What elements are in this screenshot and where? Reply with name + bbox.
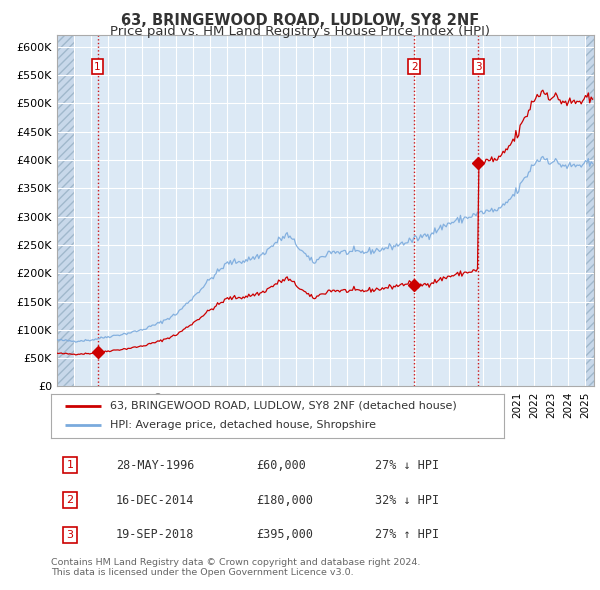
Text: £395,000: £395,000 xyxy=(256,529,313,542)
Text: Price paid vs. HM Land Registry's House Price Index (HPI): Price paid vs. HM Land Registry's House … xyxy=(110,25,490,38)
Text: 32% ↓ HPI: 32% ↓ HPI xyxy=(375,493,439,507)
Text: 27% ↓ HPI: 27% ↓ HPI xyxy=(375,458,439,471)
Text: 2: 2 xyxy=(411,61,418,71)
Text: 1: 1 xyxy=(67,460,73,470)
Text: 63, BRINGEWOOD ROAD, LUDLOW, SY8 2NF: 63, BRINGEWOOD ROAD, LUDLOW, SY8 2NF xyxy=(121,13,479,28)
Text: 16-DEC-2014: 16-DEC-2014 xyxy=(116,493,194,507)
Text: 2: 2 xyxy=(67,495,73,505)
Text: 3: 3 xyxy=(67,530,73,540)
Text: 27% ↑ HPI: 27% ↑ HPI xyxy=(375,529,439,542)
Bar xyxy=(57,35,74,386)
Text: 28-MAY-1996: 28-MAY-1996 xyxy=(116,458,194,471)
Text: HPI: Average price, detached house, Shropshire: HPI: Average price, detached house, Shro… xyxy=(110,421,376,430)
Bar xyxy=(586,35,594,386)
Text: £60,000: £60,000 xyxy=(256,458,306,471)
Text: 63, BRINGEWOOD ROAD, LUDLOW, SY8 2NF (detached house): 63, BRINGEWOOD ROAD, LUDLOW, SY8 2NF (de… xyxy=(110,401,457,411)
Text: Contains HM Land Registry data © Crown copyright and database right 2024.
This d: Contains HM Land Registry data © Crown c… xyxy=(51,558,421,577)
Text: 3: 3 xyxy=(475,61,482,71)
Text: 1: 1 xyxy=(94,61,101,71)
Text: £180,000: £180,000 xyxy=(256,493,313,507)
Text: 19-SEP-2018: 19-SEP-2018 xyxy=(116,529,194,542)
